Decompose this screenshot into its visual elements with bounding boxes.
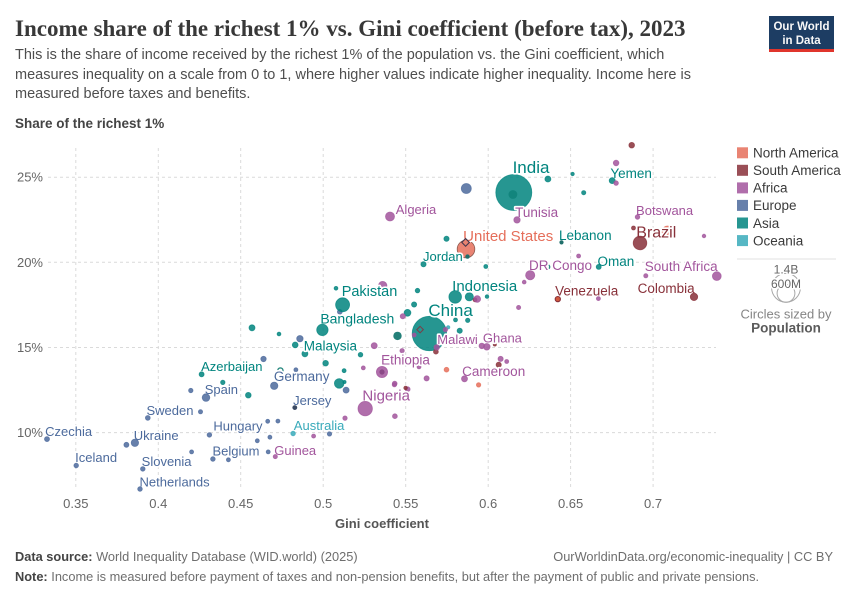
svg-text:India: India — [513, 158, 550, 177]
svg-text:0.7: 0.7 — [644, 496, 662, 511]
svg-text:Cameroon: Cameroon — [462, 364, 525, 379]
svg-text:0.4: 0.4 — [149, 496, 167, 511]
svg-text:Ghana: Ghana — [483, 331, 523, 346]
svg-text:Asia: Asia — [753, 216, 780, 231]
svg-text:Oceania: Oceania — [753, 233, 804, 248]
svg-text:Netherlands: Netherlands — [140, 475, 211, 490]
svg-text:DR Congo: DR Congo — [529, 258, 592, 273]
svg-text:Azerbaijan: Azerbaijan — [201, 359, 262, 374]
svg-text:Ethiopia: Ethiopia — [381, 353, 430, 368]
svg-text:Lebanon: Lebanon — [559, 228, 612, 243]
svg-text:Bangladesh: Bangladesh — [320, 311, 394, 327]
svg-text:10%: 10% — [17, 425, 43, 440]
svg-text:20%: 20% — [17, 255, 43, 270]
svg-text:25%: 25% — [17, 170, 43, 185]
svg-text:0.5: 0.5 — [314, 496, 332, 511]
svg-text:Circles sized by: Circles sized by — [740, 307, 832, 322]
svg-text:0.45: 0.45 — [228, 496, 253, 511]
svg-text:0.6: 0.6 — [479, 496, 497, 511]
svg-text:Czechia: Czechia — [45, 424, 93, 439]
svg-text:Hungary: Hungary — [213, 419, 263, 434]
svg-text:South Africa: South Africa — [645, 259, 718, 274]
svg-text:Sweden: Sweden — [147, 403, 194, 418]
svg-text:Germany: Germany — [274, 369, 330, 384]
svg-text:Pakistan: Pakistan — [342, 284, 398, 300]
svg-text:Gini coefficient: Gini coefficient — [335, 516, 430, 531]
svg-text:Ukraine: Ukraine — [134, 428, 179, 443]
svg-text:Brazil: Brazil — [636, 225, 676, 242]
svg-text:United States: United States — [463, 228, 553, 245]
svg-text:0.65: 0.65 — [558, 496, 583, 511]
svg-text:15%: 15% — [17, 340, 43, 355]
svg-text:Slovenia: Slovenia — [142, 454, 193, 469]
svg-text:Jersey: Jersey — [293, 393, 332, 408]
svg-text:Nigeria: Nigeria — [362, 388, 410, 405]
svg-text:Belgium: Belgium — [213, 444, 260, 459]
svg-text:Africa: Africa — [753, 181, 788, 196]
svg-text:Iceland: Iceland — [75, 450, 117, 465]
svg-text:0.35: 0.35 — [63, 496, 88, 511]
svg-text:Venezuela: Venezuela — [555, 284, 619, 299]
svg-text:1.4B: 1.4B — [774, 263, 799, 277]
svg-text:Australia: Australia — [294, 418, 345, 433]
svg-text:South America: South America — [753, 163, 841, 178]
svg-text:Indonesia: Indonesia — [452, 278, 518, 295]
svg-text:Yemen: Yemen — [610, 166, 652, 181]
svg-text:Population: Population — [751, 321, 821, 336]
svg-text:Jordan: Jordan — [423, 249, 463, 264]
svg-text:Oman: Oman — [598, 254, 635, 269]
svg-text:Guinea: Guinea — [274, 443, 317, 458]
svg-text:Algeria: Algeria — [396, 202, 437, 217]
svg-text:Colombia: Colombia — [638, 281, 696, 296]
svg-text:Malawi: Malawi — [437, 332, 478, 347]
svg-text:North America: North America — [753, 146, 839, 161]
svg-text:Botswana: Botswana — [636, 203, 694, 218]
svg-text:Europe: Europe — [753, 198, 797, 213]
svg-text:China: China — [428, 301, 473, 320]
svg-text:Tunisia: Tunisia — [515, 205, 559, 220]
svg-text:Malaysia: Malaysia — [304, 339, 358, 354]
svg-text:0.55: 0.55 — [393, 496, 418, 511]
svg-text:Spain: Spain — [205, 382, 238, 397]
svg-text:600M: 600M — [771, 277, 801, 291]
